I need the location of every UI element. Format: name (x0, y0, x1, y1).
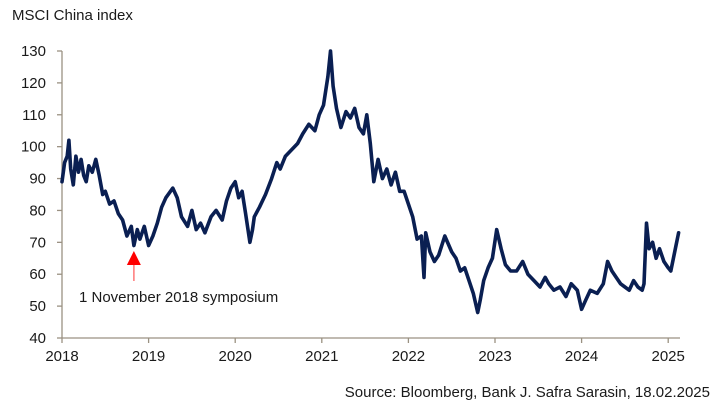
annotation-label: 1 November 2018 symposium (79, 289, 278, 306)
y-tick-label: 90 (29, 171, 46, 188)
x-tick-label: 2022 (392, 348, 425, 365)
annotation: 1 November 2018 symposium (79, 251, 278, 306)
y-tick-label: 100 (21, 139, 46, 156)
y-tick-label: 120 (21, 75, 46, 92)
source-note: Source: Bloomberg, Bank J. Safra Sarasin… (344, 384, 710, 401)
x-tick-label: 2020 (219, 348, 252, 365)
y-tick-label: 70 (29, 234, 46, 251)
chart-marks (60, 49, 681, 315)
x-tick-label: 2024 (565, 348, 598, 365)
y-tick-label: 50 (29, 298, 46, 315)
y-tick-label: 80 (29, 202, 46, 219)
annotation-arrow-head (126, 251, 141, 265)
y-tick-label: 110 (22, 107, 46, 124)
x-tick-label: 2025 (652, 348, 685, 365)
x-tick-label: 2023 (478, 348, 511, 365)
x-tick-label: 2018 (45, 348, 78, 365)
y-tick-label: 40 (29, 330, 46, 347)
y-tick-label: 60 (29, 266, 46, 283)
series-line (60, 49, 681, 315)
x-tick-label: 2019 (132, 348, 165, 365)
x-tick-label: 2021 (305, 348, 338, 365)
axes: 40 50 60 70 80 90 100 110 120 130 2018 2019 2020 2021… (21, 43, 685, 365)
y-tick-label: 130 (21, 43, 46, 60)
chart-title: MSCI China index (12, 7, 133, 24)
